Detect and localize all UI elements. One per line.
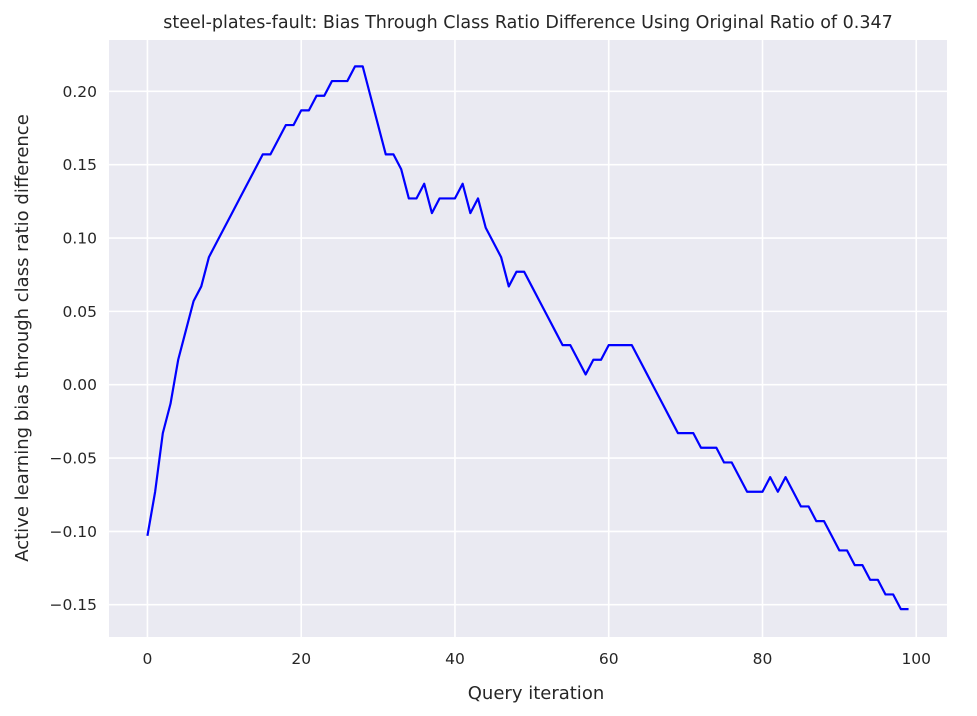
y-tick-label: −0.10 <box>50 523 98 541</box>
y-tick-labels: −0.15 −0.10 −0.05 0.00 0.05 0.10 0.15 0.20 <box>50 83 98 614</box>
series-line <box>146 65 909 611</box>
y-tick-label: 0.00 <box>62 376 97 394</box>
y-tick-label: −0.15 <box>50 596 98 614</box>
x-tick-label: 40 <box>445 650 465 668</box>
x-tick-label: 80 <box>753 650 773 668</box>
y-tick-label: 0.20 <box>62 83 97 101</box>
y-tick-label: −0.05 <box>50 450 98 468</box>
y-tick-label: 0.15 <box>62 156 97 174</box>
x-tick-label: 20 <box>291 650 311 668</box>
chart-title: steel-plates-fault: Bias Through Class R… <box>163 13 893 33</box>
y-axis-title: Active learning bias through class ratio… <box>12 114 33 562</box>
x-tick-label: 100 <box>901 650 931 668</box>
x-tick-label: 60 <box>599 650 619 668</box>
y-tick-label: 0.05 <box>62 303 97 321</box>
plot-area <box>109 40 947 637</box>
x-axis-title: Query iteration <box>468 683 604 704</box>
x-tick-labels: 0 20 40 60 80 100 <box>143 650 932 668</box>
x-tick-label: 0 <box>143 650 153 668</box>
gridlines <box>109 40 947 637</box>
y-tick-label: 0.10 <box>62 230 97 248</box>
